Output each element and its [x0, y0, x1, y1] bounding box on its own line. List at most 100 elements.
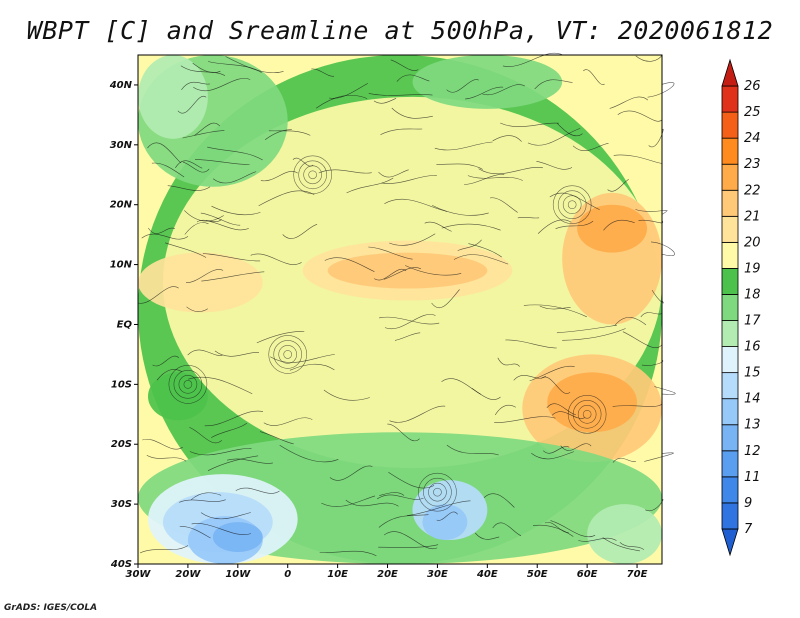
lon-tick-label: 0 — [284, 569, 291, 580]
streamline — [148, 227, 175, 234]
streamline — [502, 52, 563, 67]
vortex-streamline — [572, 399, 602, 429]
streamline — [379, 316, 440, 325]
streamline — [207, 455, 259, 471]
colorbar-segment — [721, 372, 739, 400]
streamline — [256, 331, 305, 344]
streamline — [539, 305, 571, 310]
colorbar-segment — [721, 528, 739, 557]
streamline — [612, 403, 663, 407]
lat-tick-label: EQ — [117, 319, 133, 330]
streamline — [635, 54, 663, 62]
streamline — [184, 222, 209, 235]
streamline — [194, 122, 221, 136]
streamline — [186, 306, 208, 312]
streamline — [190, 492, 222, 501]
vortex-streamline — [168, 365, 208, 404]
streamline — [536, 161, 573, 170]
streamline — [324, 257, 375, 272]
streamline — [556, 123, 583, 137]
lon-tick-label: 70E — [627, 569, 648, 580]
streamline — [211, 422, 248, 438]
lon-tick-label: 30W — [126, 569, 152, 580]
streamline — [614, 317, 647, 326]
streamline — [622, 331, 663, 349]
streamline — [641, 359, 664, 366]
streamline — [609, 96, 649, 109]
colorbar-segment — [721, 111, 739, 139]
streamline — [441, 378, 481, 395]
streamline — [441, 223, 501, 231]
streamline — [492, 135, 522, 142]
streamline — [200, 512, 251, 520]
colorbar-segment — [721, 476, 739, 504]
streamline — [264, 129, 292, 140]
streamline — [556, 324, 617, 334]
streamline — [182, 130, 225, 139]
lat-tick-label: 20N — [110, 200, 133, 211]
streamline — [181, 81, 210, 90]
vortex-streamline — [577, 404, 597, 424]
streamline — [321, 495, 376, 507]
streamline — [384, 531, 438, 550]
streamline — [315, 95, 368, 109]
vortex-streamline — [278, 345, 298, 364]
streamline — [368, 93, 433, 96]
vortex-streamline — [423, 477, 452, 507]
colorbar-segment — [721, 241, 739, 269]
lat-tick-label: 10N — [110, 260, 133, 271]
streamline — [380, 128, 423, 135]
vortex-streamline — [552, 185, 592, 225]
streamline — [147, 142, 182, 164]
colorbar-segment — [721, 137, 739, 165]
streamline — [270, 354, 335, 363]
colorbar-segment — [721, 163, 739, 191]
streamline — [378, 514, 429, 528]
streamline — [194, 159, 250, 165]
vortex-streamline — [283, 350, 293, 359]
streamline — [523, 304, 587, 318]
streamline — [482, 84, 526, 96]
streamline — [396, 74, 430, 82]
streamline — [185, 269, 224, 284]
lon-tick-label: 40E — [476, 569, 498, 580]
streamline — [603, 219, 635, 231]
streamline — [328, 83, 368, 99]
colorbar-label: 22 — [744, 183, 761, 198]
streamline — [318, 169, 372, 174]
streamline — [446, 444, 499, 456]
lat-tick-label: 40N — [109, 80, 133, 91]
streamline — [381, 175, 437, 184]
streamline — [211, 205, 261, 215]
streamline — [235, 487, 280, 494]
colorbar-label: 13 — [744, 418, 761, 433]
vortex-streamline — [268, 335, 308, 374]
map-frame — [137, 54, 663, 565]
streamline — [139, 545, 189, 554]
colorbar-label: 17 — [744, 314, 761, 329]
streamline — [492, 522, 522, 536]
streamline — [464, 174, 505, 185]
field-region-22 — [577, 204, 648, 253]
lon-tick-label: 10W — [225, 569, 251, 580]
streamline — [405, 265, 462, 276]
field-region-16 — [138, 55, 208, 139]
streamline — [179, 526, 211, 539]
streamline — [207, 146, 263, 161]
vortex-streamline — [567, 394, 607, 434]
vortex-streamline — [308, 170, 317, 180]
streamlines — [138, 52, 676, 557]
colorbar-label: 20 — [744, 235, 761, 250]
streamline — [373, 98, 397, 104]
streamline — [263, 417, 313, 426]
lon-tick-label: 20E — [377, 569, 398, 580]
streamline — [578, 537, 617, 542]
streamline — [534, 79, 573, 90]
streamline — [494, 404, 516, 416]
streamline — [323, 389, 370, 401]
vortex-streamline — [183, 380, 193, 389]
colorbar-label: 15 — [744, 366, 761, 381]
streamline — [607, 178, 629, 192]
streamline — [436, 511, 458, 521]
streamline — [537, 219, 572, 234]
